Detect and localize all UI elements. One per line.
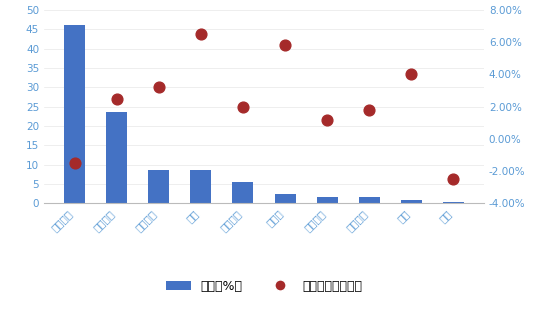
周涨跌幅（右轴） [196,31,205,37]
周涨跌幅（右轴） [112,96,121,101]
Bar [64,25,85,203]
Bar [148,171,169,203]
Bar [359,197,380,203]
Bar [317,197,338,203]
周涨跌幅（右轴） [407,72,416,77]
周涨跌幅（右轴） [449,176,458,182]
Bar [274,194,295,203]
周涨跌幅（右轴） [365,107,373,113]
周涨跌幅（右轴） [239,104,248,109]
Bar [401,200,422,203]
周涨跌幅（右轴） [323,117,332,122]
周涨跌幅（右轴） [70,160,79,166]
Bar [443,202,464,203]
Bar [106,113,127,203]
周涨跌幅（右轴） [155,85,163,90]
Legend: 占比（%）, 周涨跌幅（右轴）: 占比（%）, 周涨跌幅（右轴） [161,275,367,298]
Bar [233,182,254,203]
周涨跌幅（右轴） [280,43,289,48]
Bar [190,171,211,203]
